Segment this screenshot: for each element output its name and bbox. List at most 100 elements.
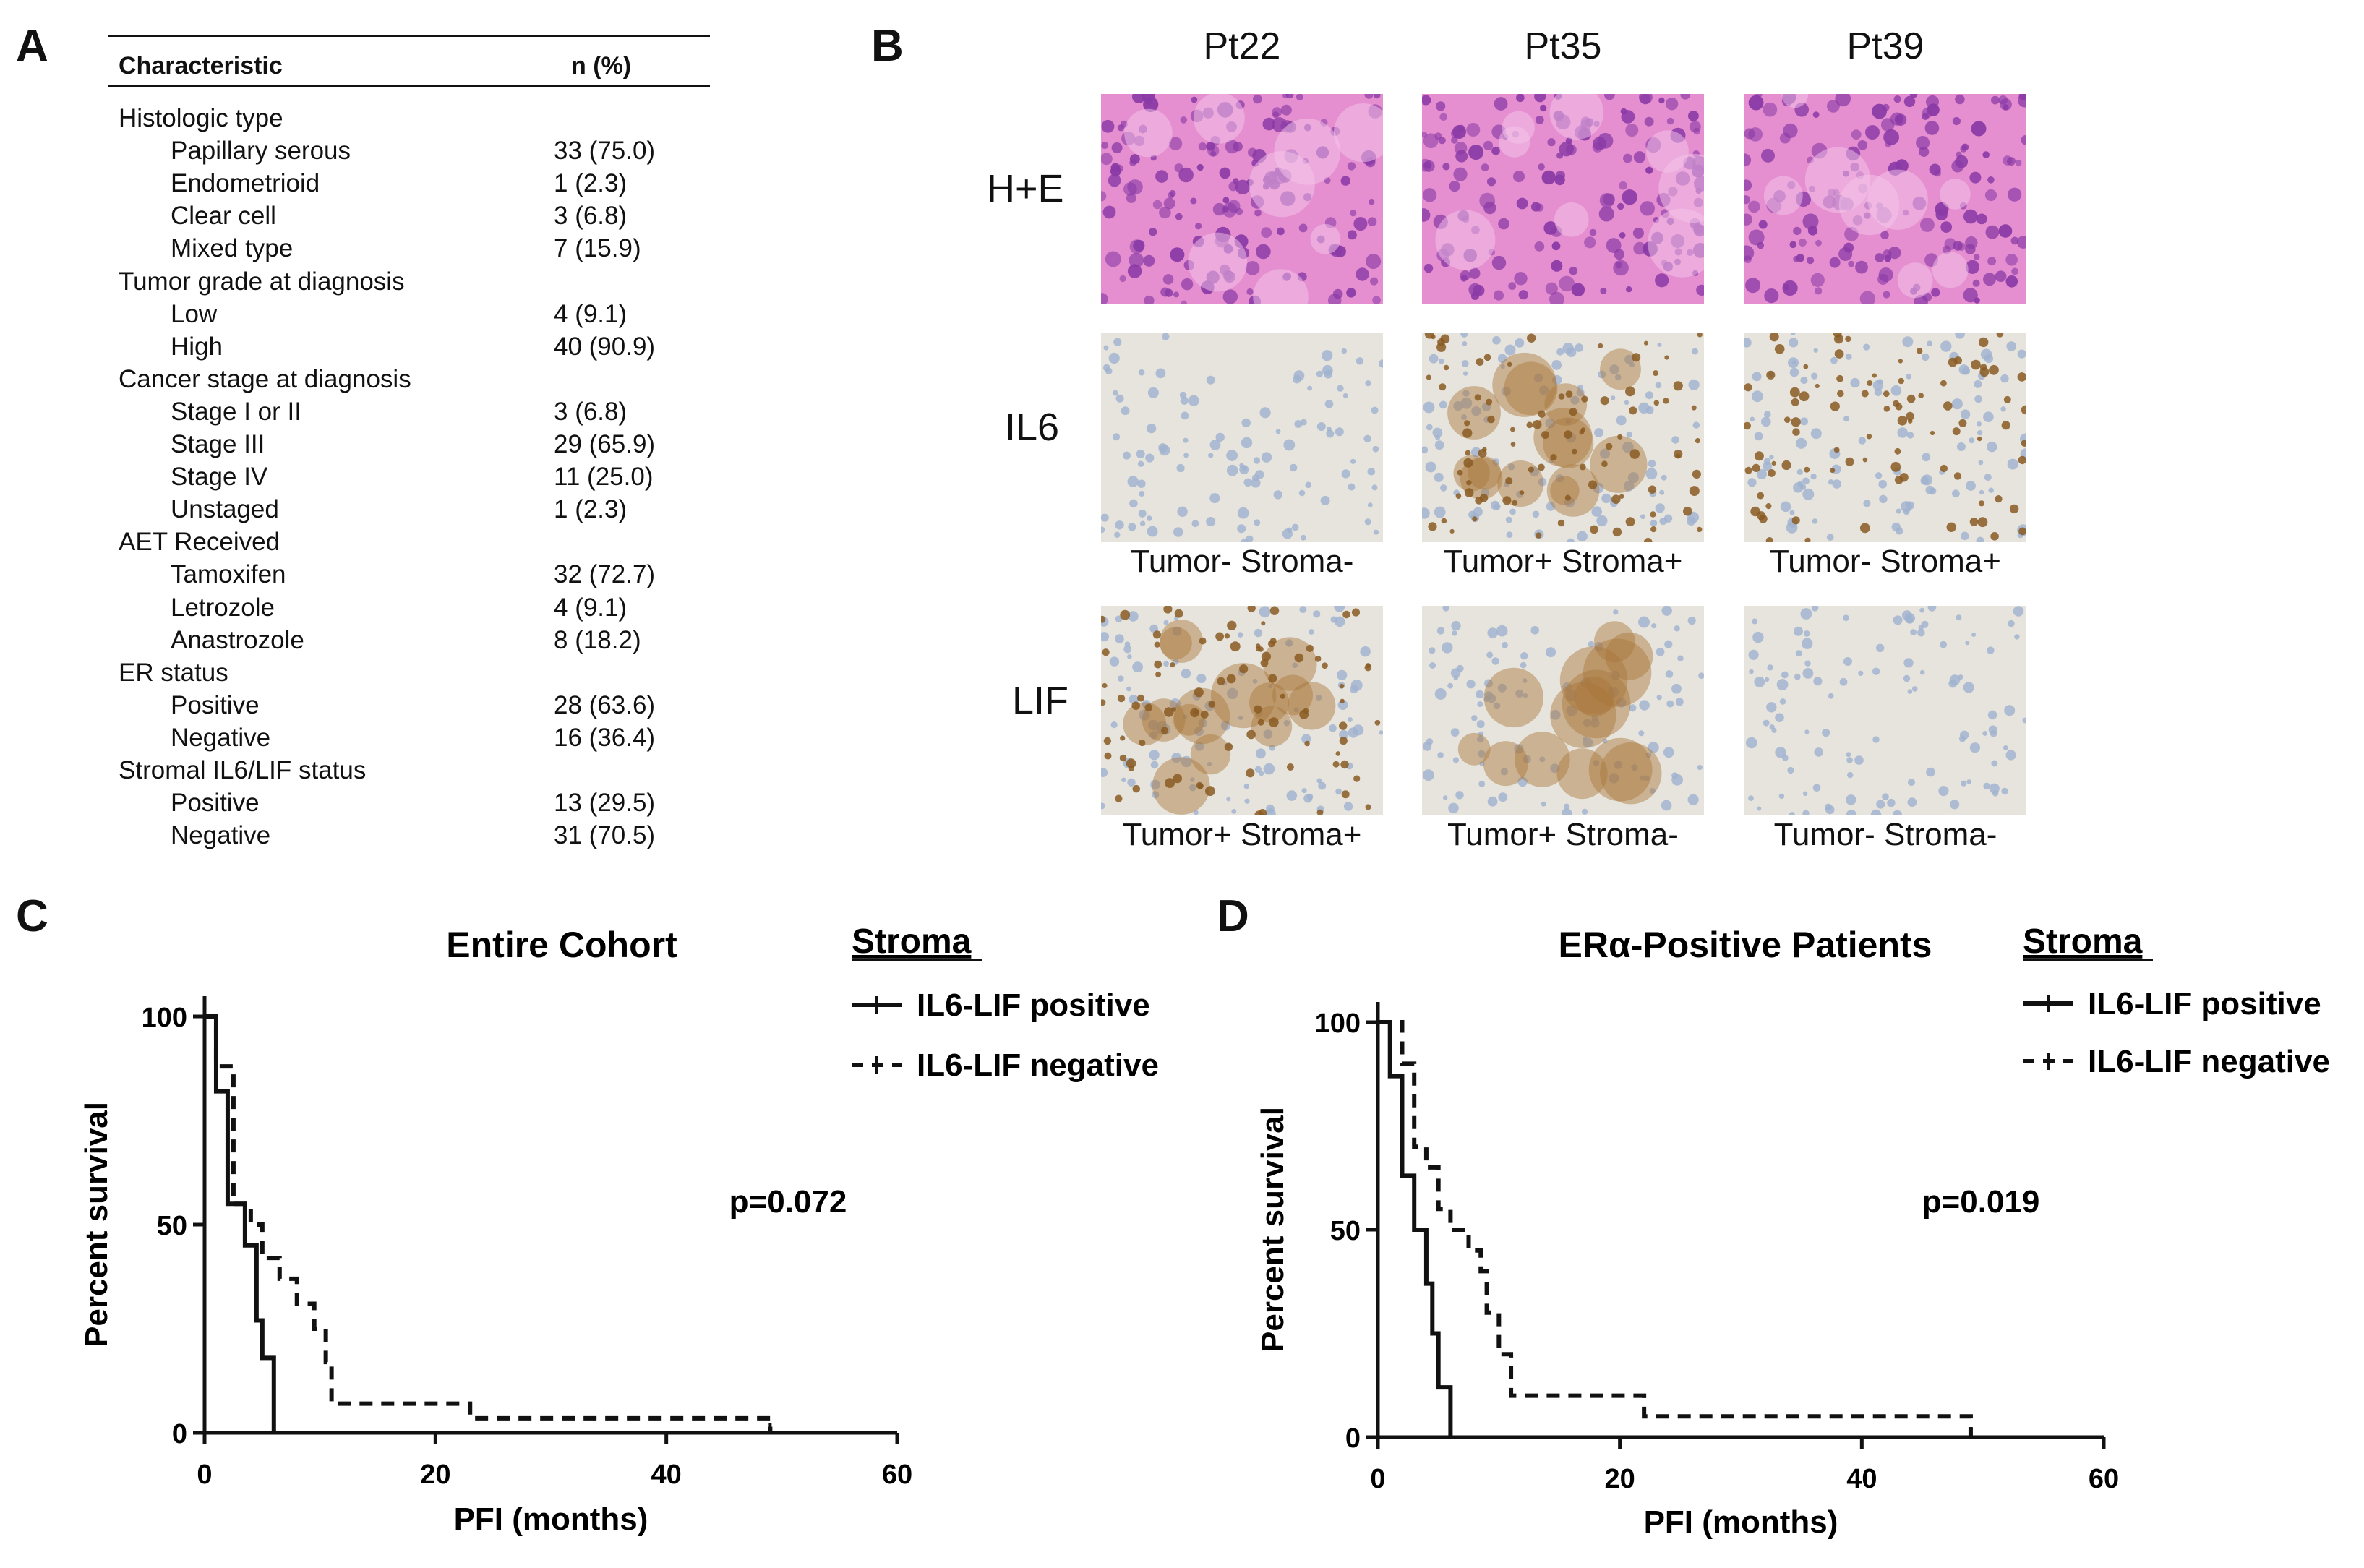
- column-header-pt35: Pt35: [1524, 25, 1602, 67]
- legend-label: IL6-LIF negative: [917, 1048, 1159, 1083]
- legend-label: IL6-LIF positive: [2088, 986, 2321, 1021]
- panel-label-d: D: [1217, 891, 1249, 941]
- header-characteristic: Characteristic: [119, 52, 283, 80]
- series-line-negative: [1378, 1020, 1973, 1437]
- row-value: 3 (6.8): [554, 397, 628, 426]
- x-tick-label: 60: [882, 1460, 912, 1490]
- chart-title: ERα-Positive Patients: [1559, 925, 1932, 965]
- row-header-h-e: H+E: [987, 167, 1064, 210]
- header-n-percent: n (%): [571, 52, 632, 80]
- row-value: 1 (2.3): [554, 169, 628, 198]
- row-group-label: Cancer stage at diagnosis: [119, 364, 411, 393]
- row-sublabel: Anastrozole: [171, 625, 304, 654]
- row-group-label: ER status: [119, 658, 228, 687]
- x-tick-label: 40: [1846, 1464, 1877, 1494]
- micrograph-caption: Tumor- Stroma+: [1770, 544, 2001, 579]
- row-value: 8 (18.2): [554, 625, 641, 654]
- micrograph-caption: Tumor- Stroma-: [1773, 817, 1997, 852]
- y-axis-label: Percent survival: [1255, 1107, 1290, 1353]
- km-chart-er-positive: ERα-Positive Patients 0 50 100 0 20 40 60 PFI (m…: [1255, 922, 2330, 1540]
- y-tick-label: 50: [157, 1211, 187, 1241]
- row-sublabel: Stage III: [171, 430, 265, 458]
- x-tick-label: 40: [651, 1460, 682, 1490]
- row-sublabel: Tamoxifen: [171, 560, 286, 589]
- row-sublabel: Negative: [171, 723, 271, 752]
- legend-label: IL6-LIF negative: [2088, 1044, 2330, 1079]
- row-header-lif: LIF: [1012, 679, 1069, 722]
- x-axis-label: PFI (months): [454, 1501, 648, 1537]
- row-sublabel: Mixed type: [171, 234, 294, 263]
- x-tick-label: 20: [1605, 1464, 1635, 1494]
- series-line-positive: [1378, 1020, 1453, 1437]
- series-line-negative: [205, 1014, 773, 1433]
- row-sublabel: Positive: [171, 789, 260, 818]
- column-header-pt22: Pt22: [1203, 25, 1281, 67]
- micrograph-lif-pt39: [1744, 606, 2026, 815]
- table-row: Tamoxifen 32 (72.7): [108, 560, 710, 593]
- legend-title: Stroma: [2023, 922, 2143, 961]
- table-row: Stage I or II 3 (6.8): [108, 398, 710, 430]
- micrograph-caption: Tumor+ Stroma-: [1447, 817, 1679, 852]
- row-value: 13 (29.5): [554, 789, 656, 818]
- row-sublabel: Endometrioid: [171, 169, 320, 198]
- micrograph-h-e-pt22: [1101, 94, 1383, 304]
- table-row: High 40 (90.9): [108, 333, 710, 365]
- table-row: Papillary serous 33 (75.0): [108, 137, 710, 169]
- micrograph-h-e-pt39: [1744, 94, 2026, 304]
- row-sublabel: Unstaged: [171, 495, 279, 524]
- table-row: Stromal IL6/LIF status: [108, 756, 710, 789]
- micrograph-il6-pt22: [1101, 333, 1383, 542]
- row-sublabel: Letrozole: [171, 593, 275, 622]
- table-top-rule: [108, 35, 710, 37]
- row-sublabel: Stage IV: [171, 463, 268, 492]
- p-value-annotation: p=0.019: [1922, 1184, 2040, 1220]
- series-line-positive: [205, 1014, 276, 1433]
- row-group-label: AET Received: [119, 528, 280, 557]
- row-value: 11 (25.0): [554, 463, 654, 492]
- panel-label-a: A: [16, 21, 48, 71]
- x-tick-label: 0: [1370, 1464, 1385, 1494]
- micrograph-il6-pt35: [1422, 333, 1704, 542]
- table-row: Negative 31 (70.5): [108, 821, 710, 854]
- table-row: Low 4 (9.1): [108, 300, 710, 333]
- row-value: 4 (9.1): [554, 593, 628, 622]
- y-tick-label: 0: [172, 1419, 187, 1449]
- table-row: Clear cell 3 (6.8): [108, 202, 710, 234]
- micrograph-il6-pt39: [1744, 333, 2026, 542]
- row-value: 31 (70.5): [554, 821, 656, 850]
- y-tick-label: 100: [142, 1003, 187, 1033]
- row-sublabel: Clear cell: [171, 202, 276, 231]
- row-value: 32 (72.7): [554, 560, 656, 589]
- micrograph-caption: Tumor+ Stroma+: [1443, 544, 1683, 579]
- x-tick-label: 0: [197, 1460, 212, 1490]
- row-header-il6: IL6: [1005, 406, 1060, 449]
- y-tick-label: 50: [1330, 1216, 1361, 1246]
- table-row: Positive 28 (63.6): [108, 691, 710, 724]
- micrograph-caption: Tumor+ Stroma+: [1122, 817, 1362, 852]
- table-row: Stage III 29 (65.9): [108, 430, 710, 463]
- table-row: Endometrioid 1 (2.3): [108, 169, 710, 202]
- panel-label-b: B: [871, 21, 904, 71]
- micrograph-h-e-pt35: [1422, 94, 1704, 304]
- p-value-annotation: p=0.072: [729, 1184, 847, 1220]
- column-header-pt39: Pt39: [1846, 25, 1924, 67]
- row-group-label: Stromal IL6/LIF status: [119, 756, 367, 784]
- table-row: Tumor grade at diagnosis: [108, 267, 710, 300]
- row-sublabel: Stage I or II: [171, 397, 301, 426]
- row-sublabel: Negative: [171, 821, 271, 850]
- table-row: Unstaged 1 (2.3): [108, 495, 710, 528]
- row-value: 28 (63.6): [554, 690, 656, 719]
- row-value: 4 (9.1): [554, 299, 628, 328]
- legend-label: IL6-LIF positive: [917, 988, 1150, 1023]
- row-sublabel: Papillary serous: [171, 137, 351, 166]
- table-row: Mixed type 7 (15.9): [108, 234, 710, 267]
- row-value: 1 (2.3): [554, 495, 628, 524]
- table-row: ER status: [108, 659, 710, 691]
- characteristics-table: Characteristic n (%) Histologic type Papi…: [108, 35, 710, 859]
- y-tick-label: 0: [1345, 1423, 1361, 1454]
- chart-title: Entire Cohort: [446, 925, 677, 965]
- micrograph-lif-pt35: [1422, 606, 1704, 815]
- km-chart-entire-cohort: Entire Cohort 0 50 100 0 20 40 60 PFI (months) Pe…: [79, 922, 1159, 1537]
- table-header-rule: [108, 85, 710, 87]
- row-value: 33 (75.0): [554, 137, 656, 166]
